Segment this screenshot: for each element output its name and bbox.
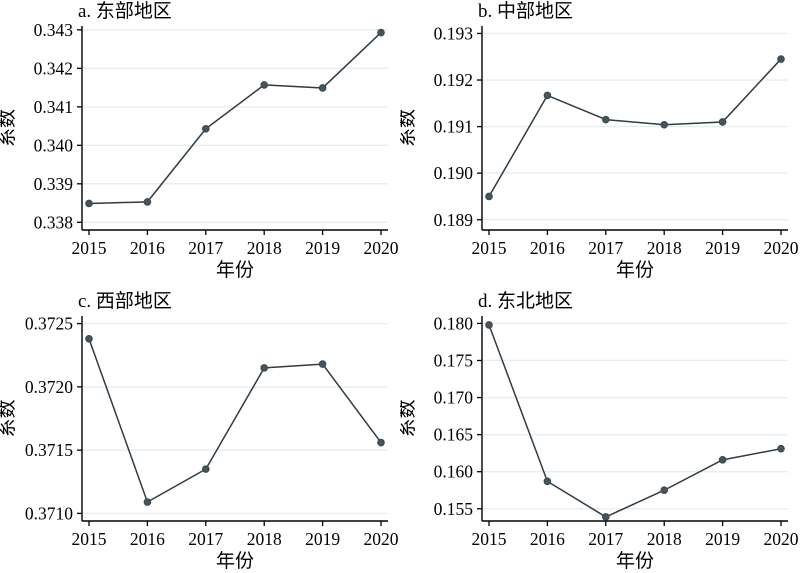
x-tick-label: 2015 [472,238,507,258]
data-point [202,124,210,133]
y-tick-label: 0.338 [34,212,74,232]
series-line [488,324,782,518]
x-tick-label: 2017 [188,529,223,549]
chart-svg-d: 0.155 0.160 0.165 0.170 0.175 0.180 2015 2016 20… [396,290,799,572]
x-tick-label: 2018 [647,529,682,549]
data-point [543,477,552,486]
series-line [88,338,382,503]
y-tick-label: 0.343 [34,20,74,40]
data-point [602,513,610,521]
data-point [485,321,493,329]
data-point [660,120,669,129]
x-tick-label: 2019 [305,238,340,258]
y-tick-label: 0.3720 [25,377,73,397]
subplot-title: c. 西部地区 [78,290,172,312]
y-tick-label: 0.3710 [25,503,73,523]
data-point [260,81,269,89]
data-point [660,486,669,495]
x-tick-label: 2016 [130,529,165,549]
x-tick-label: 2016 [530,529,565,549]
x-tick-label: 2020 [364,529,399,549]
series-line [88,31,382,205]
data-point [377,438,385,447]
x-tick-label: 2019 [705,529,740,549]
y-tick-label: 0.189 [434,210,474,230]
x-tick-label: 2018 [647,238,682,258]
x-tick-label: 2020 [764,238,799,258]
data-point [485,192,493,201]
y-tick-label: 0.190 [434,163,474,183]
y-tick-label: 0.160 [434,462,474,482]
chart-svg-c: 0.3710 0.3715 0.3720 0.3725 2015 2016 2017 2018… [0,290,399,572]
data-point [718,456,727,464]
chart-svg-b: 0.189 0.190 0.191 0.192 0.193 2015 2016 2017 201… [396,0,799,281]
subplot-title: a. 东部地区 [78,0,172,22]
subplot-title: b. 中部地区 [478,0,573,22]
x-tick-label: 2015 [472,529,507,549]
y-axis-label: 系数 [0,109,18,147]
y-tick-label: 0.170 [434,388,474,408]
x-tick-label: 2017 [188,238,223,258]
y-tick-label: 0.3715 [25,440,73,460]
x-tick-label: 2020 [364,238,399,258]
subplot-title: d. 东北地区 [478,290,573,312]
x-axis-label: 年份 [616,259,654,281]
x-tick-label: 2016 [130,238,165,258]
x-tick-label: 2015 [72,238,107,258]
data-point [318,84,327,92]
y-tick-label: 0.342 [34,58,73,78]
series-line [488,58,782,197]
chart-d-northeast-region: 0.155 0.160 0.165 0.170 0.175 0.180 2015 2016 20… [396,286,800,573]
x-tick-label: 2019 [305,529,340,549]
y-axis-label: 系数 [400,399,418,437]
x-axis-label: 年份 [616,550,654,572]
x-tick-label: 2016 [530,238,565,258]
x-tick-label: 2018 [247,529,282,549]
data-point [85,199,93,208]
data-point [143,498,152,506]
data-point [602,115,610,124]
x-tick-label: 2019 [705,238,740,258]
chart-a-east-region: 0.338 0.339 0.340 0.341 0.342 0.343 2015 2016 20… [0,0,400,286]
y-axis-label: 系数 [0,399,18,437]
x-tick-label: 2017 [588,529,623,549]
x-axis-label: 年份 [216,550,254,572]
y-tick-label: 0.3725 [25,314,73,334]
data-point [202,465,210,473]
chart-c-west-region: 0.3710 0.3715 0.3720 0.3725 2015 2016 2017 2018… [0,286,400,573]
y-tick-label: 0.341 [34,97,73,117]
y-tick-label: 0.175 [434,350,474,370]
y-axis-label: 系数 [400,109,418,147]
data-point [718,118,727,126]
y-tick-label: 0.193 [434,23,474,43]
y-tick-label: 0.340 [34,135,74,155]
y-tick-label: 0.339 [34,174,74,194]
y-tick-label: 0.191 [434,117,473,137]
y-tick-label: 0.180 [434,313,474,333]
y-tick-label: 0.155 [434,499,474,519]
data-point [543,91,552,100]
chart-b-central-region: 0.189 0.190 0.191 0.192 0.193 2015 2016 2017 201… [396,0,800,286]
data-point [377,28,385,37]
x-tick-label: 2020 [764,529,799,549]
data-point [143,198,152,206]
y-tick-label: 0.192 [434,70,473,90]
x-tick-label: 2015 [72,529,107,549]
data-point [777,444,785,453]
data-point [318,360,327,368]
data-point [777,55,785,63]
data-point [260,364,269,372]
x-axis-label: 年份 [216,259,254,281]
chart-svg-a: 0.338 0.339 0.340 0.341 0.342 0.343 2015 2016 20… [0,0,399,281]
x-tick-label: 2017 [588,238,623,258]
y-tick-label: 0.165 [434,425,474,445]
data-point [85,334,93,343]
x-tick-label: 2018 [247,238,282,258]
